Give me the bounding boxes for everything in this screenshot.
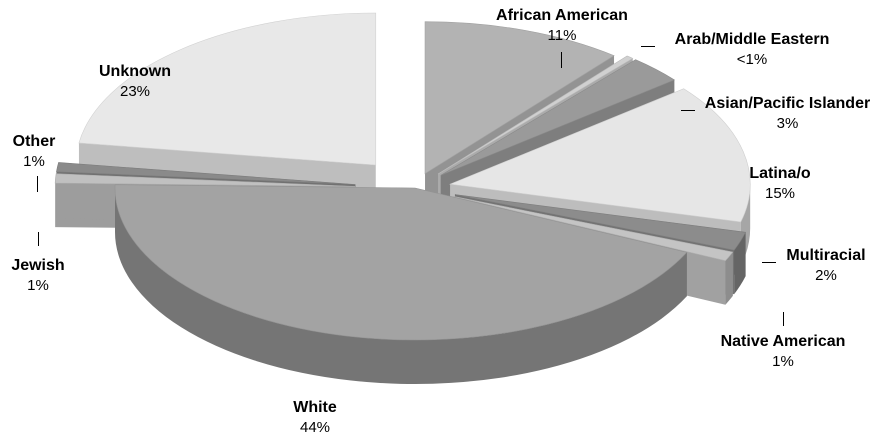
slice-asian-pacific-islander [440,59,676,176]
slice-latina-o [449,88,751,223]
label-arab-middle-eastern: Arab/Middle Eastern <1% [674,31,830,68]
slice-rim-multiracial [734,232,746,295]
slice-other [56,162,356,185]
label-jewish: Jewish 1% [11,257,65,294]
leader-line-multiracial [762,262,776,263]
label-white: White 44% [293,399,337,436]
leader-line-native-american [783,312,784,326]
slice-unknown [78,12,377,166]
leader-line-arab-middle-eastern [641,46,655,47]
slice-white [114,184,688,341]
leader-line-asian-pacific-islander [681,110,695,111]
label-native-american: Native American 1% [720,333,846,370]
label-unknown: Unknown 23% [99,63,171,100]
leader-line-african-american [561,52,562,68]
label-african-american: African American 11% [496,7,628,44]
label-other: Other 1% [12,133,56,170]
slice-african-american [424,21,615,175]
slice-rim-native-american [725,252,733,305]
label-multiracial: Multiracial 2% [786,247,866,284]
slice-multiracial [454,194,747,251]
leader-line-other [37,176,38,192]
slice-native-american [453,196,734,262]
label-asian-pacific-islander: Asian/Pacific Islander 3% [704,95,871,132]
pie-slices [54,12,751,385]
slice-jewish [54,173,356,187]
leader-line-jewish [38,232,39,246]
label-latina-o: Latina/o 15% [749,165,811,202]
slice-rim-white [115,188,687,385]
slice-arab-middle-eastern [437,55,634,175]
